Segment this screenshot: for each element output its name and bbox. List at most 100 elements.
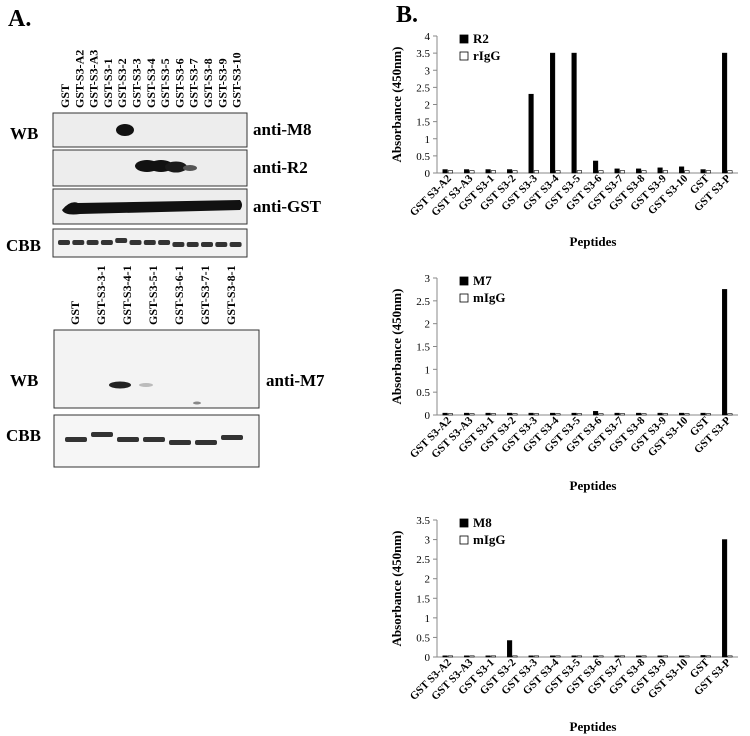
panel-b: B. 0 0.5 1 1.5 2 2.5 3 3.5 4 Absorbance (450nm) GS… <box>380 0 750 736</box>
bar-rigg <box>533 170 539 174</box>
bar-m8 <box>614 655 620 658</box>
cbb-band <box>158 240 171 245</box>
top-lane-label: GST-S3-A2 <box>72 50 86 108</box>
bar-rigg <box>576 170 582 174</box>
y-tick-label: 1 <box>425 613 431 625</box>
bar-migg <box>512 413 518 416</box>
top-lane-label: GST-S3-3 <box>130 58 144 108</box>
bar-migg <box>469 655 475 658</box>
bar-r2 <box>657 167 663 174</box>
antibody-label-m8: anti-M8 <box>253 120 312 139</box>
y-tick-label: 0 <box>425 410 431 422</box>
top-lane-label: GST-S3-6 <box>172 58 186 108</box>
bar-migg <box>576 655 582 658</box>
y-tick-label: 0 <box>425 652 431 664</box>
top-lane-label: GST-S3-7 <box>187 58 201 108</box>
bar-r2 <box>700 169 706 174</box>
bar-m7 <box>614 412 620 416</box>
bar-m8 <box>485 655 491 658</box>
bar-m8 <box>507 640 513 658</box>
legend-swatch-rigg <box>459 51 469 61</box>
cbb-band <box>91 432 113 437</box>
bar-migg <box>533 655 539 658</box>
bar-r2 <box>679 166 685 174</box>
legend-label-migg: mIgG <box>473 532 506 547</box>
bar-m7 <box>722 289 728 416</box>
bar-migg <box>705 655 711 658</box>
bar-m8 <box>528 655 534 658</box>
cbb-band <box>221 435 243 440</box>
y-tick-label: 3.5 <box>416 515 430 527</box>
cbb-band <box>215 242 228 247</box>
antibody-label-m7: anti-M7 <box>266 371 325 390</box>
cbb-bands-top <box>58 238 242 247</box>
y-tick-label: 1.5 <box>416 117 430 129</box>
y-tick-label: 3 <box>425 535 431 547</box>
bar-migg <box>469 413 475 416</box>
bar-m8 <box>550 655 556 658</box>
bar-rigg <box>447 170 453 174</box>
bar-r2 <box>528 93 534 174</box>
bar-m7 <box>636 412 642 416</box>
panel-a: A. GST GST-S3-A2 GST-S3-A3 GST-S3-1 GST-S3-2… <box>6 6 325 468</box>
bar-m7 <box>528 412 534 416</box>
bar-m7 <box>507 412 513 416</box>
bar-m7 <box>485 412 491 416</box>
legend-swatch-migg <box>459 293 469 303</box>
y-tick-label: 0.5 <box>416 151 430 163</box>
bar-m7 <box>657 412 663 416</box>
bar-migg <box>490 413 496 416</box>
antibody-label-gst: anti-GST <box>253 197 322 216</box>
bar-m7 <box>464 412 470 416</box>
bands-gst <box>62 200 242 215</box>
x-axis-label: Peptides <box>570 719 617 734</box>
top-lane-label: GST-S3-9 <box>215 58 229 108</box>
legend-swatch-migg <box>459 535 469 545</box>
y-tick-label: 2 <box>425 574 431 586</box>
cbb-band <box>186 242 199 247</box>
cbb-band <box>115 238 128 243</box>
bar-r2 <box>485 169 491 174</box>
cbb-band <box>172 242 185 247</box>
legend-label-rigg: rIgG <box>473 48 500 63</box>
bar-m7 <box>700 412 706 416</box>
y-tick-label: 3.5 <box>416 48 430 60</box>
top-lane-label: GST <box>58 84 72 108</box>
bar-rigg <box>727 170 733 174</box>
legend-label-r2: R2 <box>473 31 489 46</box>
cbb-band <box>129 240 142 245</box>
band-m8 <box>116 124 134 136</box>
bar-rigg <box>641 170 647 174</box>
top-cbb-label: CBB <box>6 236 41 255</box>
bar-migg <box>727 413 733 416</box>
y-tick-label: 2 <box>425 319 431 331</box>
bar-r2 <box>507 169 513 174</box>
top-lane-label: GST-S3-A3 <box>87 50 101 108</box>
top-lane-label: GST-S3-5 <box>158 58 172 108</box>
bar-rigg <box>662 170 668 174</box>
bar-m8 <box>722 539 728 658</box>
top-lane-label: GST-S3-4 <box>144 58 158 108</box>
y-tick-label: 0.5 <box>416 632 430 644</box>
bar-migg <box>619 413 625 416</box>
bar-migg <box>555 413 561 416</box>
bar-m8 <box>700 655 706 658</box>
y-tick-label: 1.5 <box>416 342 430 354</box>
bar-migg <box>662 655 668 658</box>
legend-label-migg: mIgG <box>473 290 506 305</box>
y-tick-label: 2.5 <box>416 554 430 566</box>
bar-rigg <box>684 170 690 174</box>
bar-r2 <box>636 168 642 174</box>
bar-r2 <box>464 169 470 174</box>
bar-r2 <box>571 52 577 174</box>
cbb-bands-bottom <box>65 432 243 445</box>
bar-m8 <box>593 655 599 658</box>
bands-r2 <box>135 160 197 173</box>
bar-migg <box>598 655 604 658</box>
bar-m7 <box>442 412 448 416</box>
y-tick-label: 0 <box>425 168 431 180</box>
top-wb-label: WB <box>10 124 38 143</box>
blot-anti-m7 <box>53 329 260 409</box>
bar-rigg <box>555 170 561 174</box>
